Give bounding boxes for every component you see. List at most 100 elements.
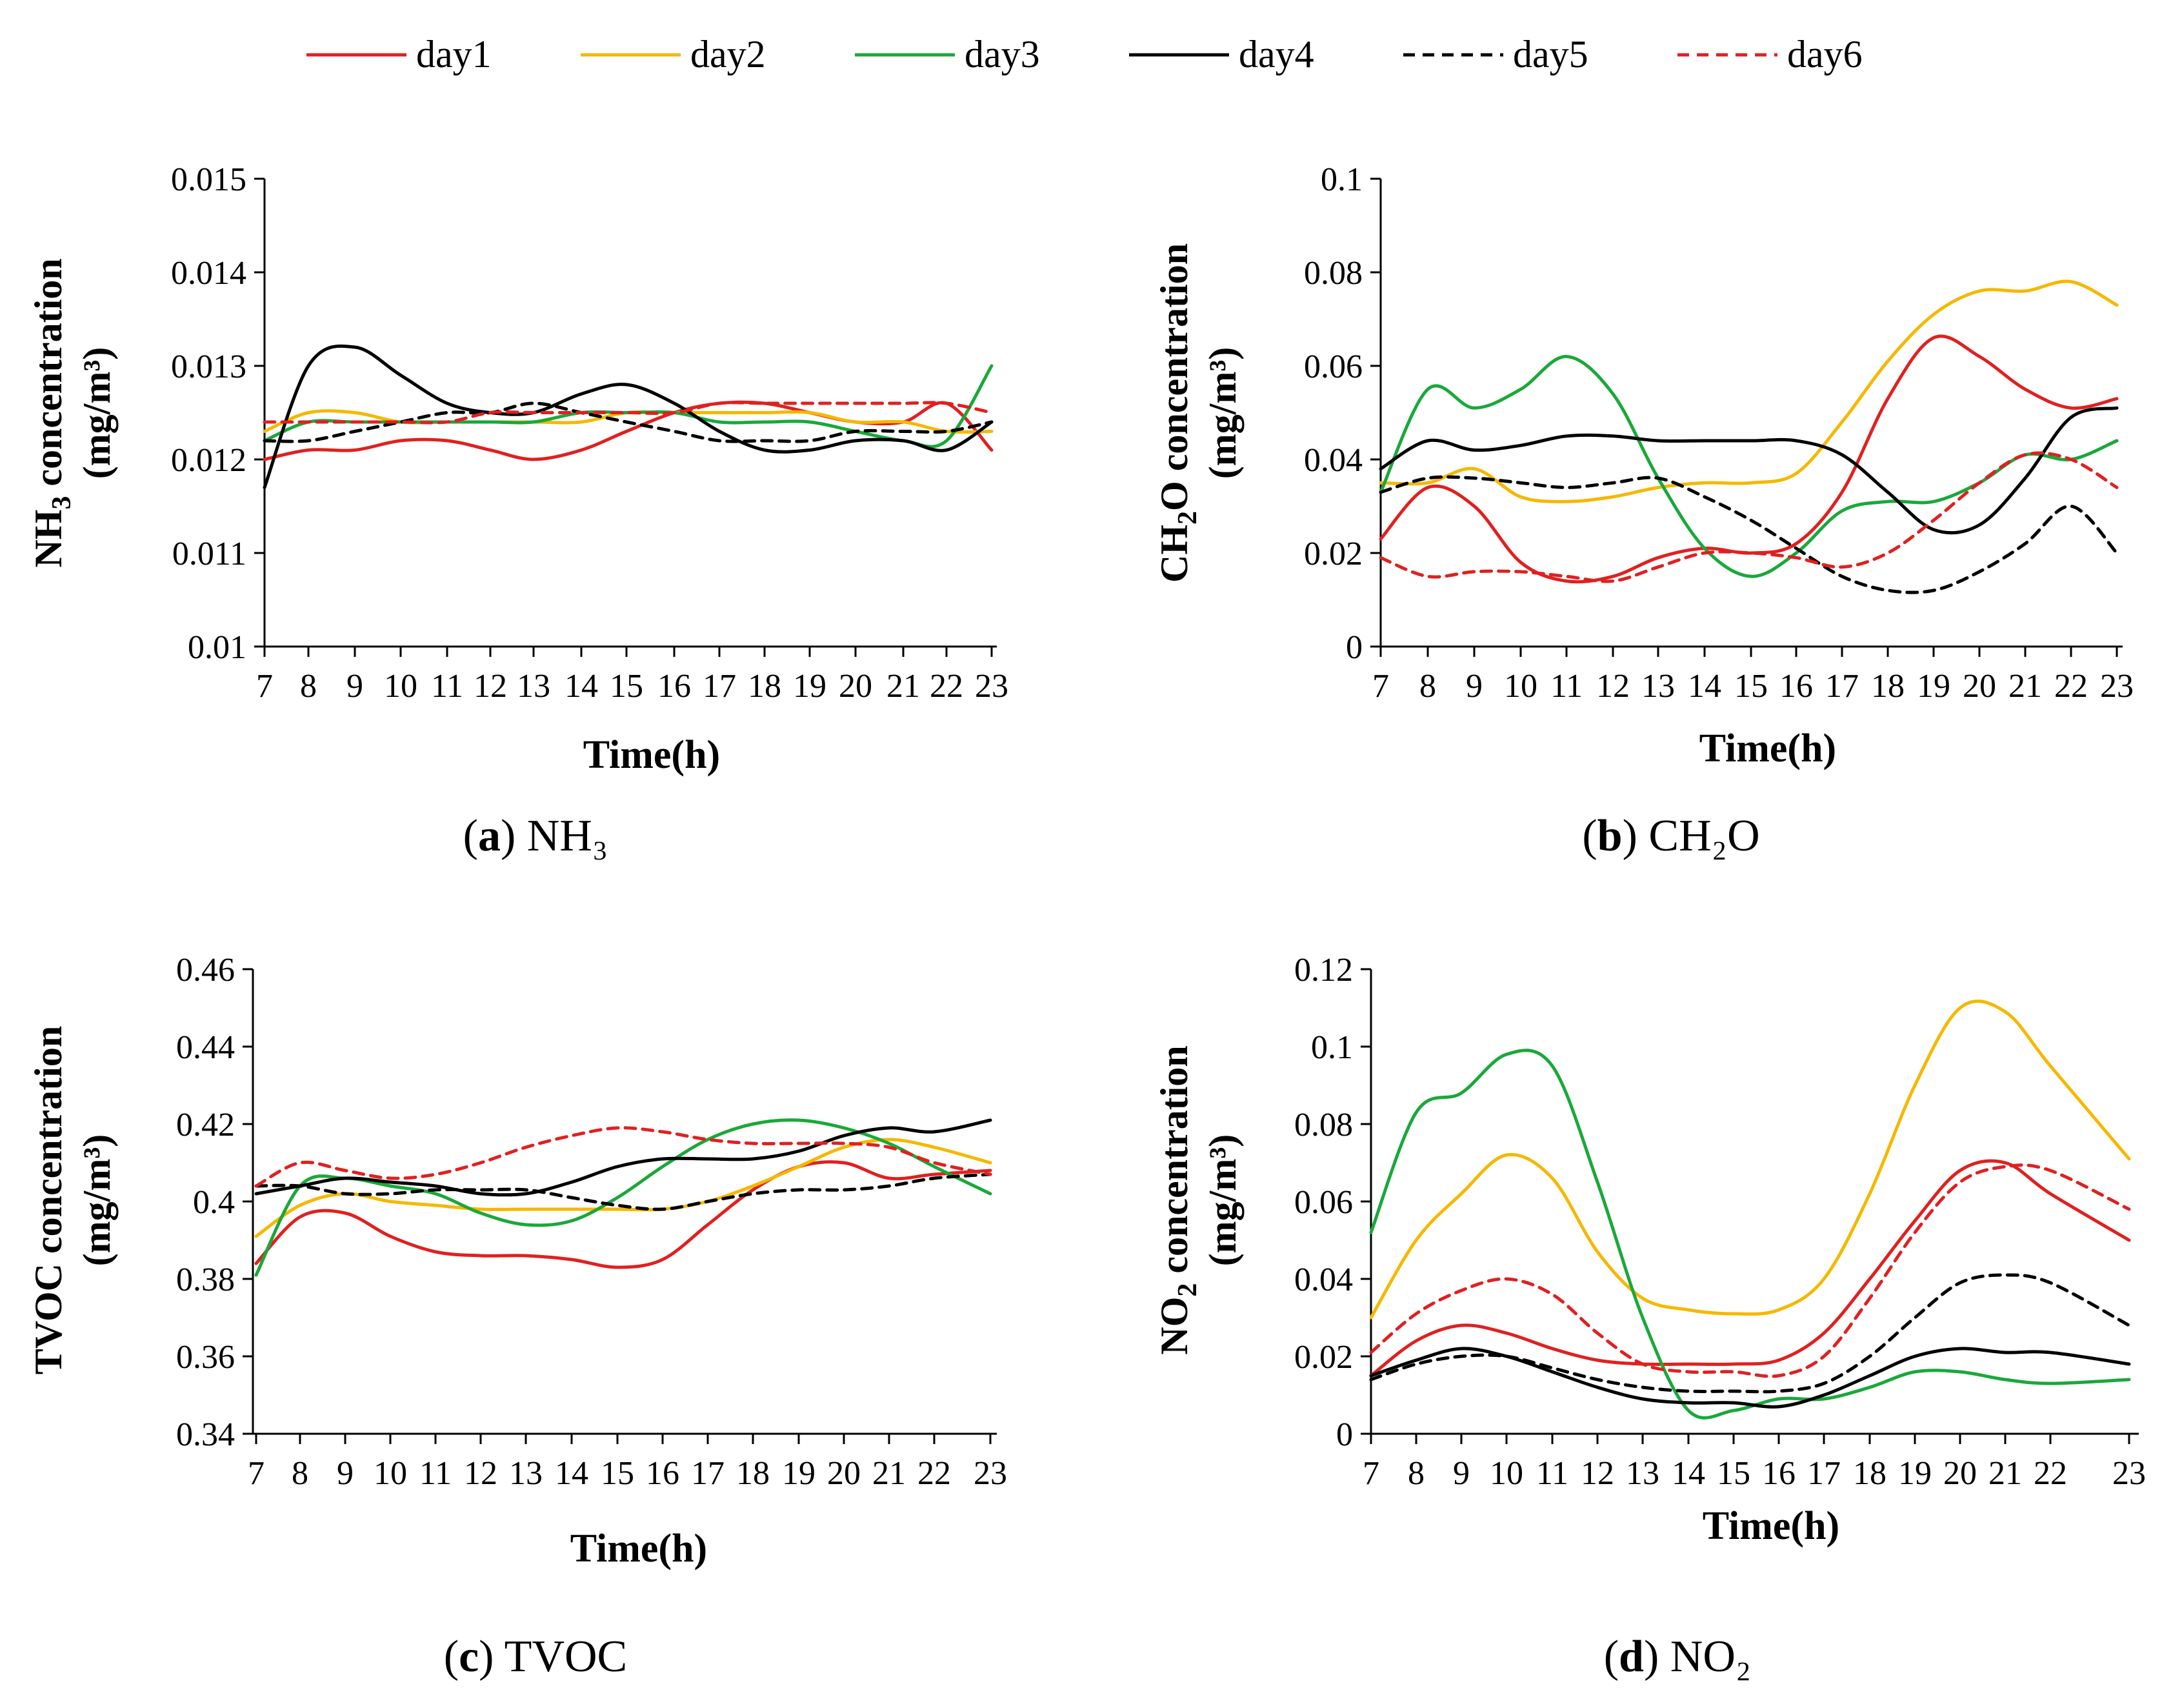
- series-line-day6: [1369, 1163, 2131, 1378]
- x-tick-label: 19: [782, 1455, 816, 1492]
- panel-nh3: 0.01 0.011 0.012 0.013 0.014 0.015 7 8 9 10 11 12 13…: [27, 161, 1008, 861]
- y-axis-title-main: CH: [1153, 525, 1196, 583]
- y-tick-label: 0.015: [171, 161, 246, 198]
- x-tick-label: 21: [2008, 668, 2042, 705]
- y-tick-label: 0.02: [1294, 1339, 1353, 1376]
- y-tick-label: 0.1: [1311, 1029, 1353, 1066]
- x-tick-label: 17: [691, 1455, 725, 1492]
- x-tick-label: 11: [419, 1455, 452, 1492]
- y-tick-label: 0.011: [172, 536, 246, 572]
- x-tick-label: 16: [657, 668, 691, 705]
- caption-paren-open: (: [463, 811, 478, 861]
- y-tick-label: 0.12: [1294, 952, 1353, 989]
- x-tick-label: 22: [2054, 668, 2088, 705]
- y-tick-label: 0.1: [1321, 161, 1363, 198]
- x-tick-label: 20: [827, 1455, 861, 1492]
- legend-label-day2: day2: [690, 33, 766, 75]
- y-axis-title-subscript: 3: [47, 496, 77, 510]
- y-tick-label: 0.01: [188, 629, 246, 666]
- legend: day1 day2 day3 day4 day5 day6: [306, 33, 1863, 75]
- x-tick-label: 14: [565, 668, 598, 705]
- series-line-day5: [263, 401, 994, 443]
- x-tick-label: 20: [1963, 668, 1996, 705]
- x-tick-label: 20: [1943, 1455, 1977, 1492]
- x-tick-label: 13: [509, 1455, 543, 1492]
- x-tick-label: 8: [1408, 1455, 1425, 1492]
- y-axis-title-main: TVOC concentration: [27, 1026, 70, 1374]
- legend-item-day6: day6: [1677, 33, 1863, 75]
- series-line-day5: [1379, 475, 2119, 594]
- y-tick-label: 0.04: [1304, 442, 1363, 479]
- y-axis-title-rest: concentration: [27, 258, 70, 496]
- y-tick-label: 0.36: [176, 1339, 235, 1376]
- panel-caption: (c) TVOC: [444, 1632, 628, 1682]
- caption-letter: a: [478, 811, 501, 861]
- x-axis-title: Time(h): [1699, 727, 1836, 770]
- series-line-day5: [254, 1172, 992, 1211]
- x-tick-label: 10: [1490, 1455, 1523, 1492]
- x-tick-label: 19: [1898, 1455, 1932, 1492]
- y-tick-label: 0.06: [1294, 1184, 1353, 1221]
- series-line-day4: [254, 1118, 992, 1197]
- legend-label-day5: day5: [1513, 33, 1588, 75]
- x-tick-label: 8: [1419, 668, 1436, 705]
- x-tick-label: 7: [256, 668, 273, 705]
- caption-letter: b: [1597, 811, 1623, 861]
- x-tick-label: 15: [1717, 1455, 1750, 1492]
- caption-paren-open: (: [1582, 811, 1597, 861]
- x-tick-label: 15: [610, 668, 643, 705]
- legend-label-day3: day3: [965, 33, 1040, 75]
- caption-text: ) NH₃: [501, 811, 608, 861]
- y-tick-label: 0.38: [176, 1261, 235, 1298]
- x-tick-label: 19: [1917, 668, 1950, 705]
- y-axis-title-subscript: 2: [1173, 1283, 1203, 1297]
- y-axis-title: NO2 concentration: [1153, 1045, 1203, 1354]
- x-tick-label: 12: [464, 1455, 497, 1492]
- x-tick-label: 16: [646, 1455, 679, 1492]
- y-axis-unit: (mg/m³): [1201, 1134, 1244, 1267]
- x-tick-label: 23: [2100, 668, 2134, 705]
- x-tick-label: 16: [1779, 668, 1813, 705]
- x-tick-label: 13: [1626, 1455, 1659, 1492]
- x-tick-label: 21: [1988, 1455, 2022, 1492]
- x-tick-label: 9: [1466, 668, 1483, 705]
- series-line-day6: [1379, 451, 2119, 583]
- series-line-day3: [263, 364, 994, 448]
- x-tick-label: 11: [1550, 668, 1583, 705]
- caption-text: ) NO₂: [1644, 1632, 1751, 1682]
- series-line-day6: [263, 401, 994, 425]
- legend-item-day1: day1: [306, 33, 492, 75]
- caption-text: ) CH₂O: [1623, 811, 1760, 861]
- y-tick-label: 0.4: [193, 1184, 235, 1221]
- y-axis-unit: (mg/m³): [1201, 347, 1244, 479]
- legend-item-day4: day4: [1129, 33, 1314, 75]
- x-tick-label: 22: [930, 668, 963, 705]
- legend-item-day5: day5: [1403, 33, 1588, 75]
- series-line-day1: [263, 400, 994, 461]
- x-tick-label: 11: [1536, 1455, 1568, 1492]
- x-tick-label: 23: [974, 1455, 1007, 1492]
- x-axis-title: Time(h): [583, 733, 720, 777]
- y-tick-label: 0.44: [176, 1029, 235, 1066]
- x-axis-title: Time(h): [570, 1527, 707, 1571]
- y-axis-unit: (mg/m³): [75, 1134, 118, 1267]
- x-tick-label: 21: [872, 1455, 906, 1492]
- series-line-day2: [1369, 1000, 2131, 1320]
- x-tick-label: 8: [292, 1455, 308, 1492]
- y-tick-label: 0.02: [1304, 536, 1363, 572]
- y-tick-label: 0.08: [1304, 255, 1363, 292]
- series-line-day6: [254, 1126, 992, 1188]
- x-tick-label: 9: [337, 1455, 354, 1492]
- y-tick-label: 0.014: [171, 255, 246, 292]
- x-tick-label: 18: [1853, 1455, 1887, 1492]
- y-tick-label: 0.04: [1294, 1261, 1353, 1298]
- x-tick-label: 13: [1641, 668, 1675, 705]
- x-tick-label: 7: [1372, 668, 1389, 705]
- x-tick-label: 12: [1581, 1455, 1614, 1492]
- x-tick-label: 12: [1596, 668, 1630, 705]
- legend-label-day1: day1: [416, 33, 492, 75]
- x-tick-label: 12: [474, 668, 507, 705]
- caption-paren-open: (: [444, 1632, 459, 1682]
- x-tick-label: 17: [1825, 668, 1859, 705]
- y-tick-label: 0.013: [171, 348, 246, 385]
